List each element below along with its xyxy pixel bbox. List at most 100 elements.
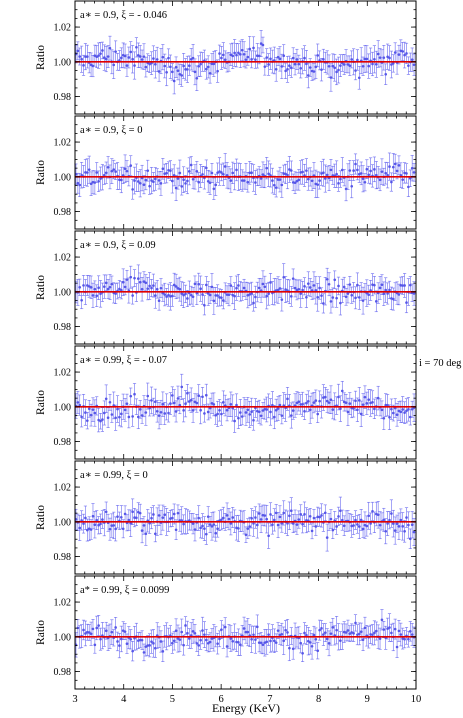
data-point bbox=[89, 413, 93, 417]
data-point bbox=[231, 54, 235, 58]
data-point bbox=[255, 54, 259, 58]
data-point bbox=[189, 398, 193, 402]
data-point bbox=[108, 527, 112, 531]
data-point bbox=[240, 48, 244, 52]
data-point bbox=[155, 287, 159, 291]
data-point bbox=[186, 297, 189, 300]
data-point bbox=[318, 515, 321, 519]
data-point bbox=[397, 525, 401, 528]
data-point bbox=[286, 397, 289, 401]
data-point bbox=[184, 402, 187, 406]
data-point bbox=[89, 182, 93, 186]
data-point bbox=[255, 523, 259, 527]
panel-frame bbox=[74, 0, 417, 115]
data-point bbox=[316, 412, 320, 416]
data-point bbox=[221, 53, 225, 57]
data-point bbox=[84, 411, 87, 414]
data-point bbox=[318, 628, 321, 632]
data-point bbox=[295, 58, 299, 61]
y-axis-label: Ratio bbox=[35, 275, 47, 300]
data-point bbox=[297, 178, 301, 182]
data-point bbox=[407, 637, 410, 641]
data-point bbox=[312, 70, 316, 73]
data-point bbox=[208, 181, 212, 185]
data-point bbox=[373, 283, 376, 287]
data-point bbox=[218, 637, 221, 641]
data-point bbox=[186, 391, 189, 395]
data-point bbox=[131, 294, 134, 297]
data-point bbox=[286, 173, 289, 177]
data-point bbox=[357, 525, 361, 528]
data-point bbox=[170, 70, 174, 74]
data-point bbox=[374, 173, 378, 177]
data-point bbox=[216, 527, 219, 531]
data-point bbox=[97, 418, 100, 422]
data-point bbox=[221, 516, 225, 520]
data-point bbox=[303, 56, 306, 60]
data-point bbox=[376, 513, 380, 517]
data-point bbox=[322, 302, 325, 305]
data-point bbox=[382, 628, 386, 631]
data-point bbox=[276, 178, 280, 181]
data-point bbox=[159, 411, 163, 414]
data-point bbox=[127, 415, 131, 419]
data-point bbox=[288, 514, 291, 518]
data-point bbox=[144, 411, 148, 414]
data-point bbox=[259, 177, 263, 180]
data-point bbox=[252, 301, 255, 305]
data-point bbox=[259, 414, 263, 418]
data-point bbox=[308, 408, 312, 412]
data-point bbox=[170, 641, 174, 645]
data-point bbox=[235, 53, 238, 57]
data-point bbox=[235, 168, 238, 172]
data-point bbox=[286, 631, 289, 634]
data-point bbox=[250, 410, 253, 414]
data-point bbox=[397, 53, 401, 56]
data-point bbox=[278, 57, 282, 61]
y-tick-label: 0.98 bbox=[54, 207, 72, 218]
data-point bbox=[229, 637, 233, 640]
data-point bbox=[390, 512, 393, 515]
data-point bbox=[284, 628, 287, 632]
data-point bbox=[95, 55, 99, 59]
data-point bbox=[182, 522, 185, 526]
data-point bbox=[133, 64, 136, 67]
data-point bbox=[220, 628, 223, 631]
data-point bbox=[142, 183, 146, 187]
data-point bbox=[225, 645, 229, 648]
data-point bbox=[214, 294, 218, 297]
data-point bbox=[361, 177, 365, 181]
data-point bbox=[295, 401, 299, 405]
data-point bbox=[152, 642, 155, 645]
data-point bbox=[99, 522, 102, 526]
data-point bbox=[110, 630, 114, 634]
data-point bbox=[216, 642, 219, 645]
data-point bbox=[104, 629, 108, 633]
data-point bbox=[78, 183, 82, 187]
data-point bbox=[237, 416, 240, 420]
data-point bbox=[199, 526, 202, 530]
data-point bbox=[199, 638, 202, 642]
data-point bbox=[354, 69, 357, 72]
data-point bbox=[412, 530, 416, 534]
data-point bbox=[86, 528, 89, 532]
data-point bbox=[197, 64, 201, 68]
data-point bbox=[103, 173, 106, 177]
data-point bbox=[208, 293, 212, 297]
data-point bbox=[180, 185, 184, 188]
data-point bbox=[174, 629, 178, 633]
data-point bbox=[129, 164, 133, 167]
data-point bbox=[252, 522, 255, 525]
data-point bbox=[289, 66, 293, 70]
y-tick-label: 1.00 bbox=[54, 287, 72, 298]
data-point bbox=[172, 283, 176, 287]
data-point bbox=[356, 58, 359, 62]
data-point bbox=[110, 282, 114, 286]
data-point bbox=[325, 173, 329, 177]
data-point bbox=[346, 629, 350, 632]
data-point bbox=[204, 532, 208, 536]
data-point bbox=[180, 385, 184, 389]
data-point bbox=[373, 168, 376, 171]
data-point bbox=[393, 162, 397, 166]
data-point bbox=[133, 276, 136, 280]
